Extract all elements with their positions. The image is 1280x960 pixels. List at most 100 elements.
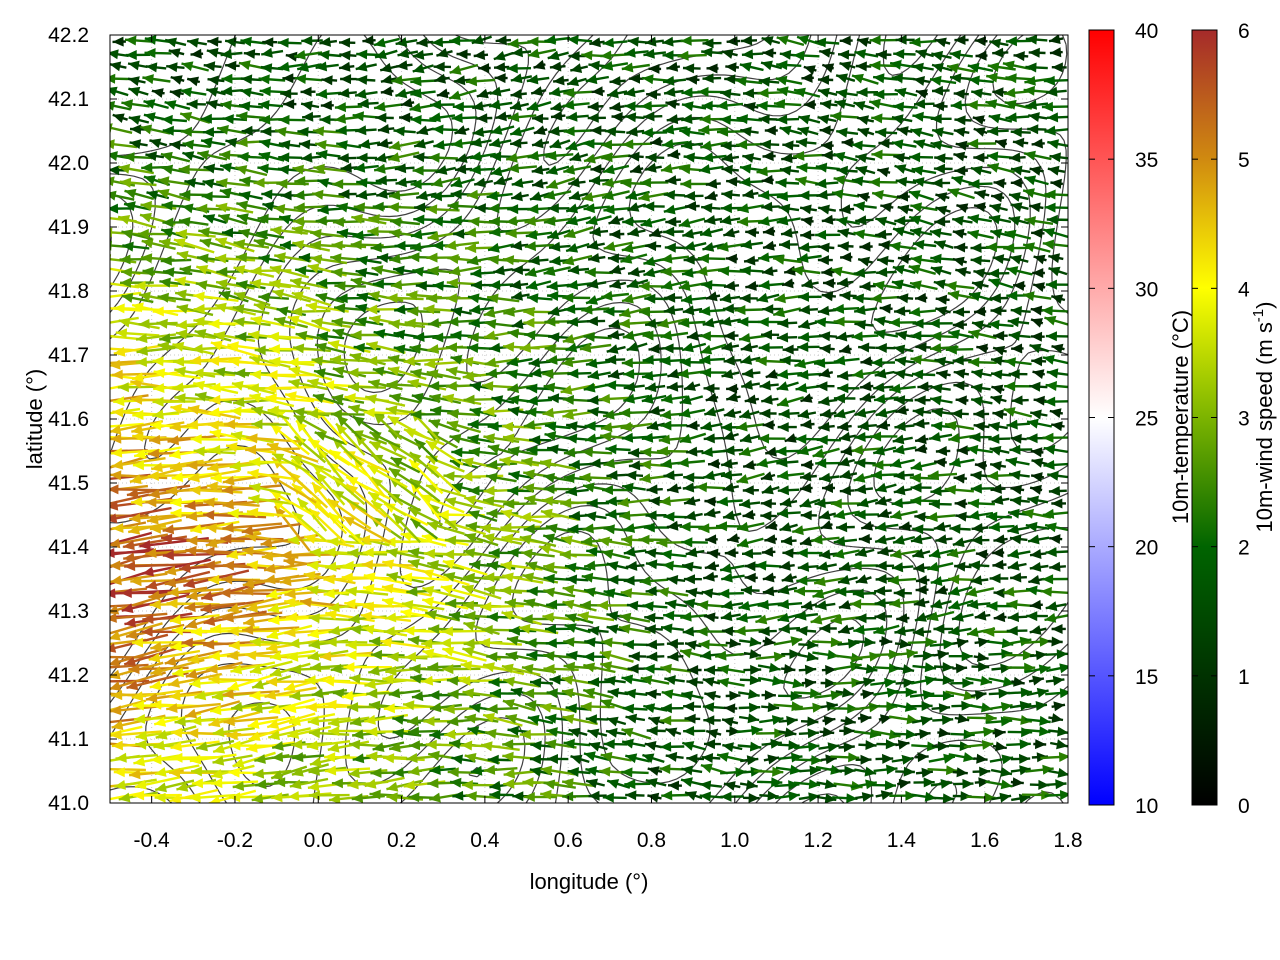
wind-arrow-head bbox=[328, 726, 340, 737]
wind-arrow bbox=[738, 702, 761, 713]
wind-arrow-head bbox=[774, 728, 786, 739]
wind-arrow bbox=[928, 753, 956, 764]
wind-arrow-head bbox=[502, 751, 514, 762]
wind-arrow bbox=[621, 727, 652, 740]
wind-arrow bbox=[665, 727, 682, 738]
wind-arrow-head bbox=[898, 778, 911, 789]
wind-arrow bbox=[793, 779, 821, 790]
wind-arrow bbox=[913, 777, 935, 788]
wind-arrow bbox=[701, 753, 721, 763]
wind-arrow bbox=[307, 716, 351, 726]
wind-arrow-head bbox=[135, 779, 147, 790]
wind-arrow-head bbox=[984, 792, 996, 803]
wind-arrow-head bbox=[208, 717, 221, 728]
wind-arrow-head bbox=[425, 739, 437, 750]
wind-arrow bbox=[854, 766, 877, 777]
wind-arrow-head bbox=[324, 752, 336, 763]
wind-arrow-head bbox=[386, 781, 399, 792]
wind-arrow-head bbox=[461, 740, 473, 751]
wind-arrow-head bbox=[153, 740, 165, 751]
wind-arrow-head bbox=[746, 755, 759, 766]
wind-arrow-head bbox=[603, 739, 615, 750]
wind-arrow bbox=[189, 792, 236, 803]
wind-arrow-head bbox=[352, 729, 364, 740]
wind-arrow-head bbox=[1001, 754, 1014, 765]
wind-arrow-head bbox=[588, 741, 601, 752]
wind-arrow-head bbox=[92, 385, 104, 395]
wind-arrow-head bbox=[767, 702, 780, 713]
wind-arrow-head bbox=[660, 715, 672, 726]
wind-arrow-head bbox=[467, 726, 480, 736]
wind-arrow bbox=[647, 792, 662, 803]
wind-arrow bbox=[570, 754, 590, 765]
wind-arrow-head bbox=[505, 714, 518, 724]
wind-arrow bbox=[910, 701, 933, 711]
wind-arrow bbox=[778, 752, 803, 763]
wind-arrow-head bbox=[720, 791, 732, 802]
wind-arrow bbox=[484, 728, 520, 739]
grid-lines bbox=[110, 35, 1068, 803]
wind-arrow-head bbox=[308, 765, 320, 776]
wind-arrow-head bbox=[978, 777, 990, 788]
wind-arrow-head bbox=[191, 778, 203, 789]
wind-arrow-head bbox=[93, 369, 105, 379]
wind-arrow bbox=[963, 740, 994, 750]
wind-arrow-head bbox=[886, 764, 898, 775]
wind-arrow-head bbox=[924, 791, 937, 802]
wind-arrow bbox=[306, 740, 351, 751]
wind-arrow-head bbox=[704, 739, 716, 750]
wind-arrow-head bbox=[646, 725, 658, 736]
wind-arrow bbox=[873, 764, 898, 775]
wind-arrow bbox=[465, 791, 499, 802]
wind-arrow bbox=[588, 741, 608, 752]
wind-arrow bbox=[505, 714, 539, 726]
wind-arrow-head bbox=[211, 769, 223, 779]
wind-arrow-head bbox=[372, 742, 385, 752]
wind-arrow bbox=[1049, 739, 1068, 750]
wind-arrow-head bbox=[808, 779, 821, 790]
wind-arrow-head bbox=[599, 766, 611, 777]
wind-arrow-head bbox=[170, 727, 183, 738]
wind-arrow-head bbox=[133, 756, 146, 767]
wind-arrow bbox=[876, 739, 897, 750]
wind-arrow-head bbox=[864, 766, 877, 777]
wind-arrow bbox=[992, 741, 1007, 752]
wind-arrow bbox=[266, 712, 316, 729]
wind-arrow-head bbox=[527, 714, 540, 725]
wind-arrow-head bbox=[291, 766, 304, 777]
wind-arrow-head bbox=[307, 716, 320, 726]
wind-arrow-head bbox=[668, 780, 680, 791]
wind-arrow-head bbox=[325, 699, 337, 710]
wind-arrow-head bbox=[289, 690, 301, 701]
wind-arrow bbox=[932, 741, 950, 752]
wind-arrow-head bbox=[659, 764, 671, 774]
wind-arrow-head bbox=[92, 782, 104, 792]
wind-arrow bbox=[721, 717, 739, 727]
wind-arrow bbox=[914, 729, 931, 739]
wind-arrow bbox=[795, 755, 823, 766]
wind-arrow-head bbox=[808, 741, 820, 752]
wind-arrow-head bbox=[602, 792, 614, 803]
wind-arrow-head bbox=[408, 740, 421, 751]
wind-arrow-head bbox=[461, 780, 473, 790]
wind-arrow bbox=[606, 716, 627, 727]
wind-arrow-head bbox=[722, 717, 734, 727]
wind-arrow-head bbox=[86, 589, 97, 599]
wind-arrow-head bbox=[389, 742, 401, 753]
wind-arrow-head bbox=[547, 754, 558, 764]
wind-arrow-head bbox=[305, 702, 317, 713]
wind-arrow-head bbox=[268, 730, 280, 741]
wind-arrow-head bbox=[308, 728, 321, 739]
wind-arrow bbox=[540, 765, 576, 776]
wind-arrow-head bbox=[588, 790, 600, 801]
wind-arrow bbox=[1010, 765, 1031, 776]
wind-arrow bbox=[625, 713, 646, 724]
wind-arrow-head bbox=[150, 699, 162, 710]
wind-arrow bbox=[954, 713, 970, 724]
wind-arrow bbox=[832, 793, 858, 803]
wind-arrow-head bbox=[1000, 716, 1013, 727]
wind-arrow-head bbox=[347, 779, 359, 790]
wind-arrow bbox=[502, 699, 536, 712]
wind-arrow bbox=[625, 790, 645, 801]
wind-arrow-head bbox=[684, 713, 696, 724]
